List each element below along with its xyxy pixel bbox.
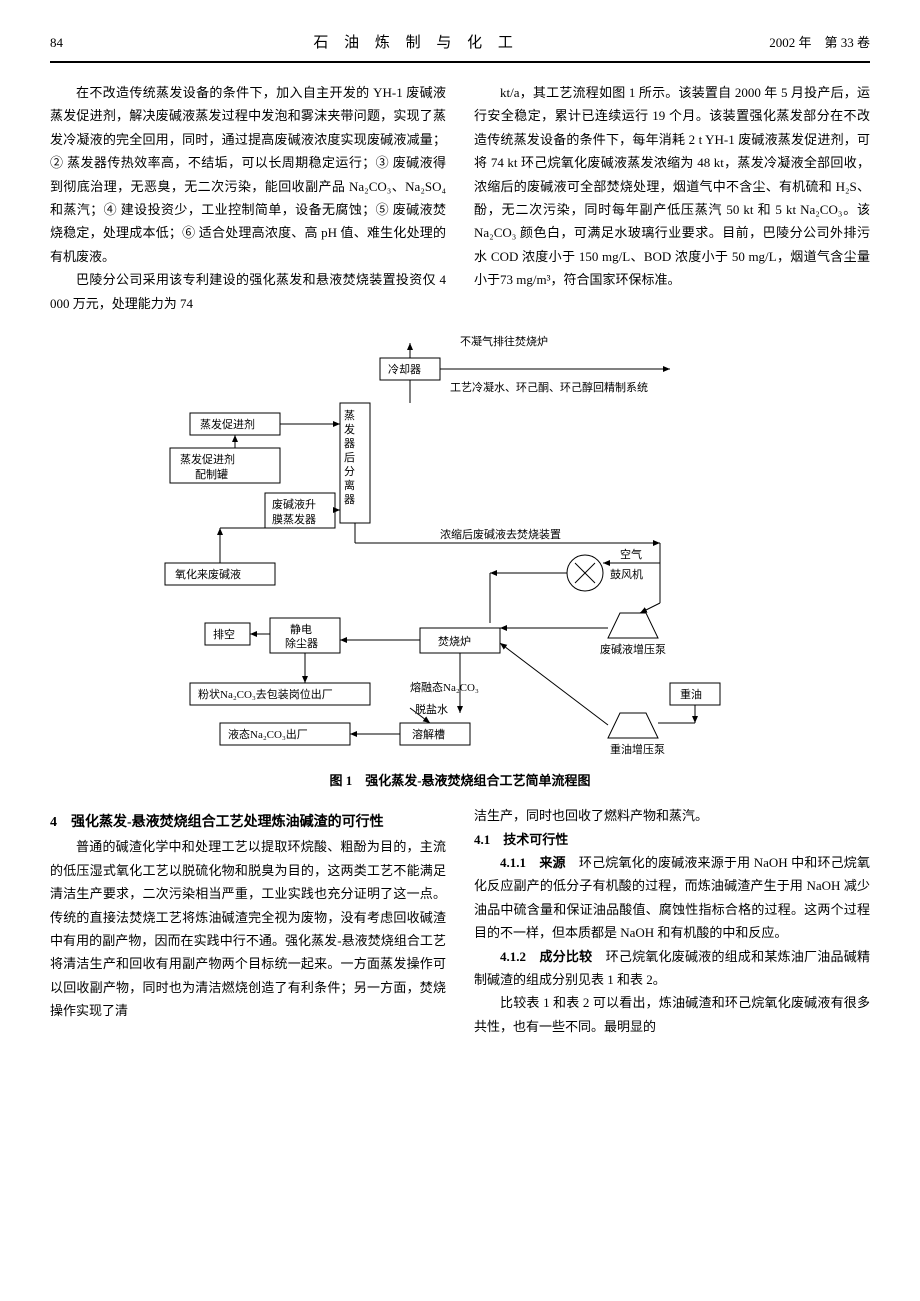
label-oxid-feed: 氧化来废碱液 xyxy=(175,567,241,581)
bottom-right-col: 洁生产，同时也回收了燃料产物和蒸汽。 4.1 技术可行性 4.1.1 来源 环己… xyxy=(474,804,870,1038)
label-recycle: 工艺冷凝水、环己酮、环己醇回精制系统 xyxy=(450,380,648,394)
label-oilpump: 重油增压泵 xyxy=(610,742,665,756)
flowchart: 不凝气排往焚烧炉 冷却器 工艺冷凝水、环己酮、环己醇回精制系统 蒸 发 器 后 … xyxy=(50,333,870,763)
label-liquid: 液态Na₂CO₃出厂 xyxy=(228,727,308,741)
section4-left-para: 普通的碱渣化学中和处理工艺以提取环烷酸、粗酚为目的，主流的低压湿式氧化工艺以脱硫… xyxy=(50,835,446,1022)
svg-text:器: 器 xyxy=(344,437,355,450)
top-columns: 在不改造传统蒸发设备的条件下，加入自主开发的 YH-1 废碱液蒸发促进剂，解决废… xyxy=(50,81,870,315)
svg-text:除尘器: 除尘器 xyxy=(285,636,318,650)
journal-title: 石 油 炼 制 与 化 工 xyxy=(313,30,519,57)
svg-text:配制罐: 配制罐 xyxy=(195,468,228,481)
svg-text:器: 器 xyxy=(344,493,355,506)
label-powder: 粉状Na₂CO₃去包装岗位出厂 xyxy=(198,687,333,701)
label-top-note: 不凝气排往焚烧炉 xyxy=(460,334,548,348)
bottom-columns: 4 强化蒸发-悬液焚烧组合工艺处理炼油碱渣的可行性 普通的碱渣化学中和处理工艺以… xyxy=(50,804,870,1038)
svg-text:离: 离 xyxy=(344,478,355,492)
sep-1: 蒸 xyxy=(344,409,355,422)
label-molten: 熔融态Na₂CO₃ xyxy=(410,680,479,694)
sub411-label: 4.1.1 来源 xyxy=(500,855,566,870)
label-cooler: 冷却器 xyxy=(388,363,421,376)
label-incin: 焚烧炉 xyxy=(438,635,471,648)
top-left-para2: 巴陵分公司采用该专利建设的强化蒸发和悬液焚烧装置投资仅 4 000 万元，处理能… xyxy=(50,268,446,315)
page-header: 84 石 油 炼 制 与 化 工 2002 年 第 33 卷 xyxy=(50,30,870,63)
sub41: 4.1 技术可行性 xyxy=(474,828,870,851)
sub412-label: 4.1.2 成分比较 xyxy=(500,949,592,964)
top-right-para: kt/a，其工艺流程如图 1 所示。该装置自 2000 年 5 月投产后，运行安… xyxy=(474,81,870,292)
flowchart-svg: 不凝气排往焚烧炉 冷却器 工艺冷凝水、环己酮、环己醇回精制系统 蒸 发 器 后 … xyxy=(110,333,810,763)
compare-para: 比较表 1 和表 2 可以看出，炼油碱渣和环己烷氧化废碱液有很多共性，也有一些不… xyxy=(474,991,870,1038)
top-right-col: kt/a，其工艺流程如图 1 所示。该装置自 2000 年 5 月投产后，运行安… xyxy=(474,81,870,315)
sub412: 4.1.2 成分比较 环己烷氧化废碱液的组成和某炼油厂油品碱精制碱渣的组成分别见… xyxy=(474,945,870,992)
sub411: 4.1.1 来源 环己烷氧化的废碱液来源于用 NaOH 中和环己烷氧化反应副产的… xyxy=(474,851,870,945)
figure-caption: 图 1 强化蒸发-悬液焚烧组合工艺简单流程图 xyxy=(50,769,870,792)
label-exhaust: 排空 xyxy=(213,627,235,641)
issue-info: 2002 年 第 33 卷 xyxy=(769,31,870,54)
label-blower: 鼓风机 xyxy=(610,567,643,581)
label-promoter: 蒸发促进剂 xyxy=(200,417,255,431)
label-air: 空气 xyxy=(620,547,642,561)
svg-text:分: 分 xyxy=(344,465,355,478)
label-promoter-tank: 蒸发促进剂 xyxy=(180,452,235,466)
svg-text:废碱液升: 废碱液升 xyxy=(272,497,316,511)
label-booster: 废碱液增压泵 xyxy=(600,642,666,656)
bottom-left-col: 4 强化蒸发-悬液焚烧组合工艺处理炼油碱渣的可行性 普通的碱渣化学中和处理工艺以… xyxy=(50,804,446,1038)
svg-text:发: 发 xyxy=(344,422,355,436)
label-dissolver: 溶解槽 xyxy=(412,727,445,741)
svg-text:后: 后 xyxy=(344,451,355,464)
label-to-incin: 浓缩后废碱液去焚烧装置 xyxy=(440,527,561,541)
right-intro: 洁生产，同时也回收了燃料产物和蒸汽。 xyxy=(474,804,870,827)
label-desalt: 脱盐水 xyxy=(415,702,448,716)
svg-text:静电: 静电 xyxy=(290,622,312,636)
svg-text:膜蒸发器: 膜蒸发器 xyxy=(272,512,316,526)
top-left-para1: 在不改造传统蒸发设备的条件下，加入自主开发的 YH-1 废碱液蒸发促进剂，解决废… xyxy=(50,81,446,268)
top-left-col: 在不改造传统蒸发设备的条件下，加入自主开发的 YH-1 废碱液蒸发促进剂，解决废… xyxy=(50,81,446,315)
page-number: 84 xyxy=(50,31,63,54)
section4-title: 4 强化蒸发-悬液焚烧组合工艺处理炼油碱渣的可行性 xyxy=(50,810,446,835)
label-heavyoil: 重油 xyxy=(680,687,702,701)
